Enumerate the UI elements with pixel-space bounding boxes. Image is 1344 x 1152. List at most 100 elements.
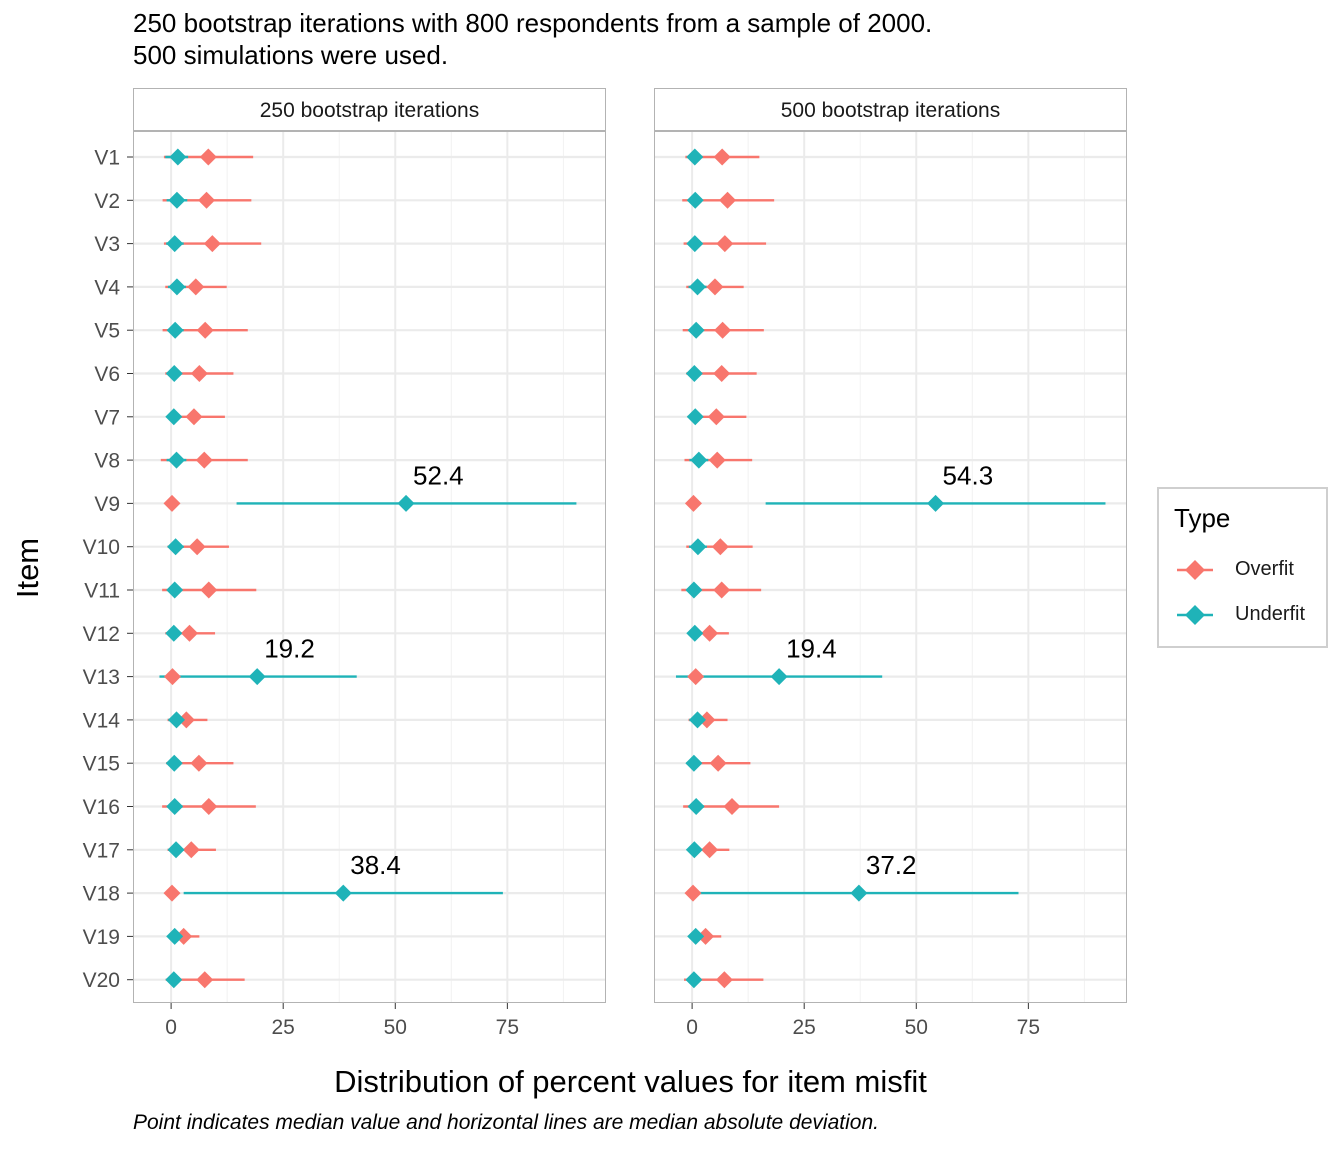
point-overfit (684, 884, 702, 902)
point-overfit (187, 278, 205, 296)
point-underfit (169, 148, 187, 166)
y-tick-label: V17 (83, 839, 120, 862)
point-overfit (188, 538, 206, 556)
point-overfit (707, 408, 725, 426)
legend: Type Overfit Underfit (1157, 487, 1328, 648)
point-overfit (163, 884, 181, 902)
point-underfit (685, 754, 703, 772)
point-underfit (685, 971, 703, 989)
point-overfit (713, 365, 731, 382)
point-underfit (687, 927, 705, 945)
point-overfit (708, 451, 726, 469)
legend-item-overfit: Overfit (1175, 555, 1325, 585)
point-underfit (689, 538, 707, 556)
y-tick-label: V9 (94, 493, 120, 516)
y-tick-label: V14 (83, 709, 121, 732)
point-underfit (687, 321, 705, 339)
panel-1: 250 bootstrap iterations 52.4 19.2 38.4 0 25 5… (133, 88, 606, 1039)
point-underfit (688, 278, 706, 296)
x-tick-label: 25 (272, 1016, 295, 1039)
y-tick-label: V10 (83, 536, 120, 559)
point-underfit (167, 711, 185, 729)
point-overfit (697, 927, 715, 945)
point-overfit (701, 624, 719, 642)
point-underfit (248, 668, 266, 686)
y-tick-label: V5 (94, 320, 120, 343)
point-underfit (166, 927, 184, 945)
point-overfit (715, 971, 733, 989)
point-overfit (200, 798, 218, 815)
y-tick-label: V3 (94, 233, 120, 256)
point-underfit (166, 235, 184, 253)
y-tick-label: V15 (83, 753, 120, 776)
point-underfit (165, 754, 183, 772)
point-overfit (203, 235, 221, 253)
point-overfit (706, 278, 724, 296)
point-underfit (686, 191, 704, 209)
point-underfit (165, 624, 183, 642)
y-tick-label: V11 (84, 580, 120, 603)
point-overfit (190, 365, 208, 382)
point-overfit (711, 538, 729, 556)
point-underfit (166, 581, 184, 599)
x-tick-label: 0 (165, 1016, 177, 1039)
point-overfit (713, 581, 731, 599)
y-tick-label: V8 (94, 450, 120, 473)
y-axis-title: Item (10, 537, 45, 599)
point-overfit (701, 841, 719, 859)
point-overfit (723, 798, 741, 815)
point-overfit (163, 494, 181, 512)
point-underfit (167, 841, 185, 859)
point-overfit (684, 494, 702, 512)
point-overfit (196, 321, 214, 339)
point-underfit (686, 148, 704, 166)
y-tick-label: V19 (83, 926, 120, 949)
panel-strip (133, 88, 606, 131)
legend-item-underfit: Underfit (1175, 600, 1325, 630)
value-label: 52.4 (413, 460, 464, 490)
point-overfit (180, 624, 198, 642)
y-tick-label: V12 (83, 623, 120, 646)
point-overfit (198, 191, 216, 209)
point-overfit (182, 841, 200, 859)
point-underfit (165, 971, 183, 989)
panel-title: 500 bootstrap iterations (781, 99, 1000, 122)
legend-key-underfit (1177, 605, 1213, 625)
panel-border (133, 131, 606, 1003)
point-overfit (175, 927, 193, 945)
point-overfit (199, 148, 217, 166)
point-underfit (770, 668, 788, 686)
point-underfit (686, 235, 704, 253)
point-overfit (195, 451, 213, 469)
point-underfit (685, 841, 703, 859)
value-label: 38.4 (350, 850, 401, 880)
x-tick-label: 50 (905, 1016, 928, 1039)
point-overfit (713, 148, 731, 166)
point-underfit (687, 798, 705, 815)
x-axis-title: Distribution of percent values for item … (334, 1064, 927, 1099)
panel-border (654, 131, 1127, 1003)
point-overfit (196, 971, 214, 989)
point-underfit (165, 365, 183, 382)
subtitle-line-1: 250 bootstrap iterations with 800 respon… (133, 8, 933, 38)
legend-label-underfit: Underfit (1235, 603, 1306, 625)
panel-strip (654, 88, 1127, 131)
point-underfit (686, 408, 704, 426)
point-underfit (165, 408, 183, 426)
panel-2: 500 bootstrap iterations 54.3 19.4 37.2 0 25 5… (654, 88, 1127, 1039)
y-tick-label: V4 (94, 276, 120, 299)
point-overfit (190, 754, 208, 772)
x-tick-label: 25 (793, 1016, 816, 1039)
point-underfit (397, 494, 415, 512)
point-underfit (685, 365, 703, 382)
y-tick-label: V7 (94, 406, 120, 429)
panel-title: 250 bootstrap iterations (260, 99, 479, 122)
point-underfit (168, 191, 186, 209)
y-tick-label: V20 (83, 969, 120, 992)
point-underfit (168, 278, 186, 296)
point-overfit (709, 754, 727, 772)
point-underfit (166, 798, 184, 815)
value-label: 54.3 (943, 460, 994, 490)
caption: Point indicates median value and horizon… (133, 1111, 879, 1134)
